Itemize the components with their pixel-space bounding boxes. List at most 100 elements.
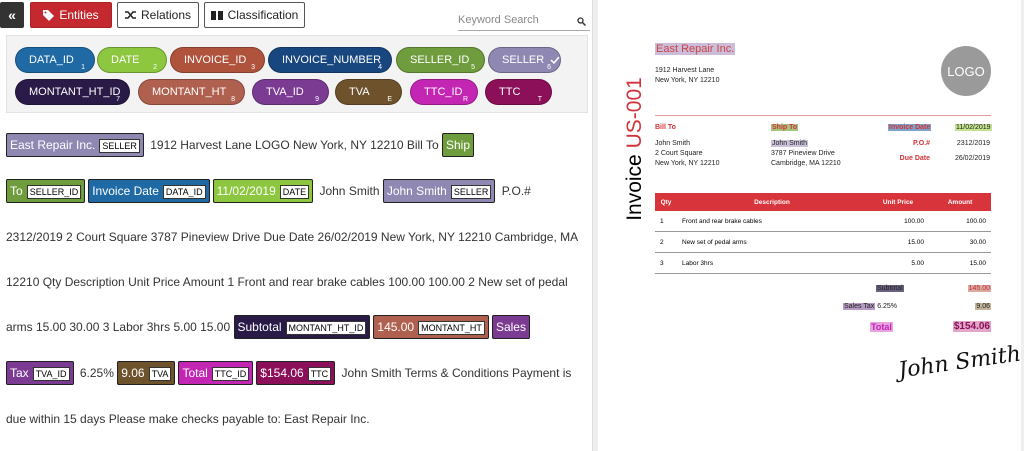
ship-to-label: Ship To	[771, 124, 799, 131]
annotation[interactable]: Subtotal MONTANT_HT_ID	[233, 315, 371, 339]
label-key: E	[387, 96, 392, 103]
plain-text: 1912 Harvest Lane LOGO New York, NY 1221…	[146, 138, 442, 152]
header-cell: Qty	[655, 193, 677, 211]
annotation[interactable]: John Smith SELLER	[382, 179, 496, 203]
annotation-text: 9.06	[121, 366, 145, 380]
label-key: 8	[231, 96, 235, 103]
label-chip[interactable]: MONTANT_HT_ID 7	[15, 79, 130, 105]
collapse-button[interactable]: «	[0, 2, 24, 28]
label-chip[interactable]: TTC T	[485, 79, 552, 105]
ship-to-line: Cambridge, MA 12210	[771, 160, 841, 167]
tag-icon	[43, 9, 55, 21]
label-chip[interactable]: DATA_ID 1	[15, 47, 95, 73]
annotation[interactable]: 11/02/2019 DATE	[212, 179, 314, 203]
label-chip[interactable]: INVOICE_ID 3	[170, 47, 265, 73]
plain-text: John Smith Terms & Conditions Payment is…	[6, 366, 572, 426]
invoice-number: US-001	[623, 77, 646, 149]
item-cell: New set of pedal arms	[677, 231, 867, 253]
annotation-text: $154.06	[260, 366, 304, 380]
title-word: Invoice	[623, 154, 646, 221]
search-input[interactable]: Keyword Search	[458, 14, 590, 31]
annotation-tag: MONTANT_HT_ID	[285, 321, 367, 335]
label-key: 2	[153, 64, 157, 71]
annotation-text: Total	[182, 366, 208, 380]
bill-to-line: 2 Court Square	[655, 150, 703, 157]
bill-to-label: Bill To	[655, 124, 676, 131]
annotation-text: 145.00	[377, 320, 415, 334]
annotation[interactable]: Total TTC_ID	[178, 361, 254, 385]
item-cell: 5.00	[867, 252, 929, 274]
annotation-tag: TTC_ID	[211, 367, 250, 381]
label-chip[interactable]: SELLER 6	[488, 47, 561, 73]
annotation-tag: SELLER	[99, 139, 140, 153]
annotation-text: Subtotal	[237, 320, 282, 334]
address-line: 1912 Harvest Lane	[655, 67, 715, 74]
label-key: 9	[315, 96, 319, 103]
relations-tab[interactable]: Relations	[117, 2, 199, 28]
shuffle-icon	[124, 11, 136, 19]
label-chip[interactable]: DATE 2	[97, 47, 167, 73]
label-chip[interactable]: TVA E	[335, 79, 402, 105]
label-chip[interactable]: MONTANT_HT 8	[138, 79, 245, 105]
annotation-text: East Repair Inc.	[10, 138, 96, 152]
annotation-tag: MONTANT_HT	[418, 321, 485, 335]
label-palette: DATA_ID 1 DATE 2 INVOICE_ID 3 INVOICE_NUMBER 4 S…	[6, 35, 588, 113]
annotation-tag: SELLER	[450, 185, 492, 199]
classification-tab[interactable]: Classification	[204, 2, 305, 28]
label-name: TVA	[349, 86, 370, 98]
annotation-text: Invoice Date	[92, 184, 159, 198]
tab-label: Entities	[59, 8, 99, 22]
label-key: 6	[547, 64, 551, 71]
item-cell: 15.00	[867, 231, 929, 253]
label-key: R	[462, 96, 468, 103]
label-name: INVOICE_NUMBER	[282, 54, 382, 66]
item-cell: 1	[655, 211, 677, 232]
item-cell: 15.00	[929, 252, 991, 274]
ship-to-line: John Smith	[771, 140, 809, 147]
label-name: MONTANT_HT_ID	[29, 86, 121, 98]
annotation[interactable]: Invoice Date DATA_ID	[88, 179, 210, 203]
annotation[interactable]: 9.06 TVA	[117, 361, 176, 385]
label-name: INVOICE_ID	[184, 54, 247, 66]
address-line: New York, NY 12210	[655, 77, 720, 84]
invoice-title: Invoice US-001	[623, 64, 647, 234]
signature: John Smith	[896, 341, 1023, 384]
item-cell: Labor 3hrs	[677, 252, 867, 274]
due-date-label: Due Date	[899, 155, 930, 162]
annotation-tag: TVA_ID	[32, 367, 70, 381]
total-label: Total	[870, 322, 893, 332]
plain-text: 6.25%	[76, 366, 118, 380]
document-viewer: East Repair Inc. 1912 Harvest Lane New Y…	[593, 0, 1024, 451]
check-icon	[550, 56, 560, 64]
label-key: 7	[116, 96, 120, 103]
ship-to-line: 3787 Pineview Drive	[771, 150, 835, 157]
label-chip[interactable]: TVA_ID 9	[252, 79, 329, 105]
entities-tab[interactable]: Entities	[30, 2, 112, 28]
due-date-value: 26/02/2019	[954, 155, 990, 162]
label-key: 1	[81, 64, 85, 71]
label-chip[interactable]: TTC_ID R	[410, 79, 478, 105]
annotation[interactable]: East Repair Inc. SELLER	[6, 133, 144, 157]
annotation[interactable]: 145.00 MONTANT_HT	[373, 315, 489, 339]
header-cell: Description	[677, 193, 867, 211]
annotation-text: 11/02/2019	[216, 184, 276, 198]
label-chip[interactable]: SELLER_ID 5	[396, 47, 485, 73]
annotation-text: John Smith	[386, 184, 447, 198]
item-cell: 3	[655, 252, 677, 274]
bill-to-line: John Smith	[655, 140, 691, 147]
label-name: MONTANT_HT	[152, 86, 227, 98]
tax-label: Sales Tax	[843, 303, 876, 310]
item-cell: 2	[655, 231, 677, 253]
header-cell: Amount	[929, 193, 991, 211]
label-name: SELLER_ID	[410, 54, 470, 66]
logo: LOGO	[941, 46, 991, 96]
document-text: East Repair Inc. SELLER 1912 Harvest Lane…	[6, 123, 586, 442]
label-chip[interactable]: INVOICE_NUMBER 4	[268, 47, 392, 73]
label-key: 5	[471, 64, 475, 71]
item-row: 3 Labor 3hrs 5.00 15.00	[655, 252, 991, 274]
total-value: $154.06	[952, 321, 991, 332]
annotation[interactable]: $154.06 TTC	[256, 361, 336, 385]
invoice-date-value: 11/02/2019	[955, 124, 992, 131]
annotation-panel: « Entities Relations Classification Keyw…	[0, 0, 593, 451]
annotation-tag: TTC	[307, 367, 332, 381]
